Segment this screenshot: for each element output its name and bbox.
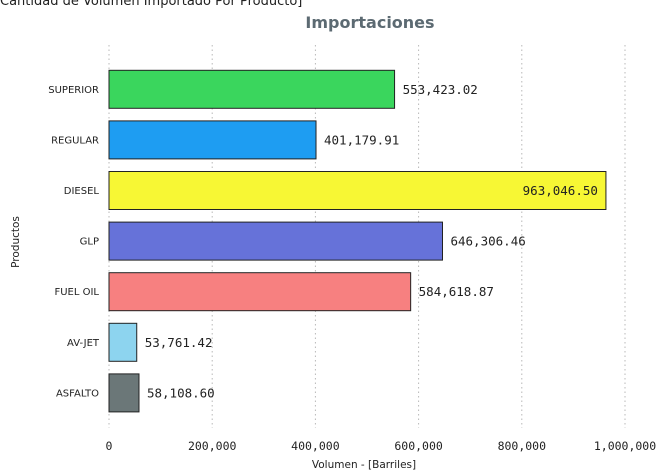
category-label: ASFALTO [56, 388, 99, 399]
bar [108, 120, 317, 160]
category-label: AV-JET [67, 338, 100, 349]
x-axis-title: Volumen - [Barriles] [312, 459, 416, 471]
x-tick-label: 0 [106, 439, 113, 453]
bar [108, 171, 607, 210]
value-label: 58,108.60 [147, 385, 215, 400]
value-labels: 553,423.02 401,179.91 963,046.50 646,306.46… [145, 82, 598, 401]
bar [108, 322, 138, 362]
category-label: SUPERIOR [48, 85, 99, 96]
value-label: 963,046.50 [523, 183, 598, 198]
x-tick-labels: 0 200,000 400,000 600,000 800,000 1,000,000 [106, 439, 657, 453]
y-axis-title: Productos [10, 216, 22, 268]
chart-title: Importaciones [305, 13, 434, 32]
value-label: 584,618.87 [419, 284, 494, 299]
bar [108, 373, 140, 413]
bars [108, 69, 607, 413]
x-tick-label: 400,000 [291, 439, 340, 453]
category-label: FUEL OIL [54, 287, 99, 298]
x-tick-label: 200,000 [188, 439, 237, 453]
bar [108, 69, 396, 109]
value-label: 553,423.02 [403, 82, 478, 97]
x-tick-label: 600,000 [394, 439, 443, 453]
bar [108, 272, 412, 312]
category-labels: SUPERIOR REGULAR DIESEL GLP FUEL OIL AV-JET AS… [48, 85, 100, 400]
value-label: 53,761.42 [145, 335, 213, 350]
value-label: 646,306.46 [450, 234, 525, 249]
x-tick-label: 1,000,000 [594, 439, 656, 453]
category-label: DIESEL [64, 186, 100, 197]
bar [108, 221, 443, 261]
category-label: GLP [80, 237, 99, 248]
page-title: Cantidad de Volumen Importado Por Produc… [0, 0, 303, 9]
grid-lines [108, 45, 626, 428]
x-tick-label: 800,000 [498, 439, 547, 453]
category-label: REGULAR [51, 135, 99, 146]
value-label: 401,179.91 [324, 132, 399, 147]
